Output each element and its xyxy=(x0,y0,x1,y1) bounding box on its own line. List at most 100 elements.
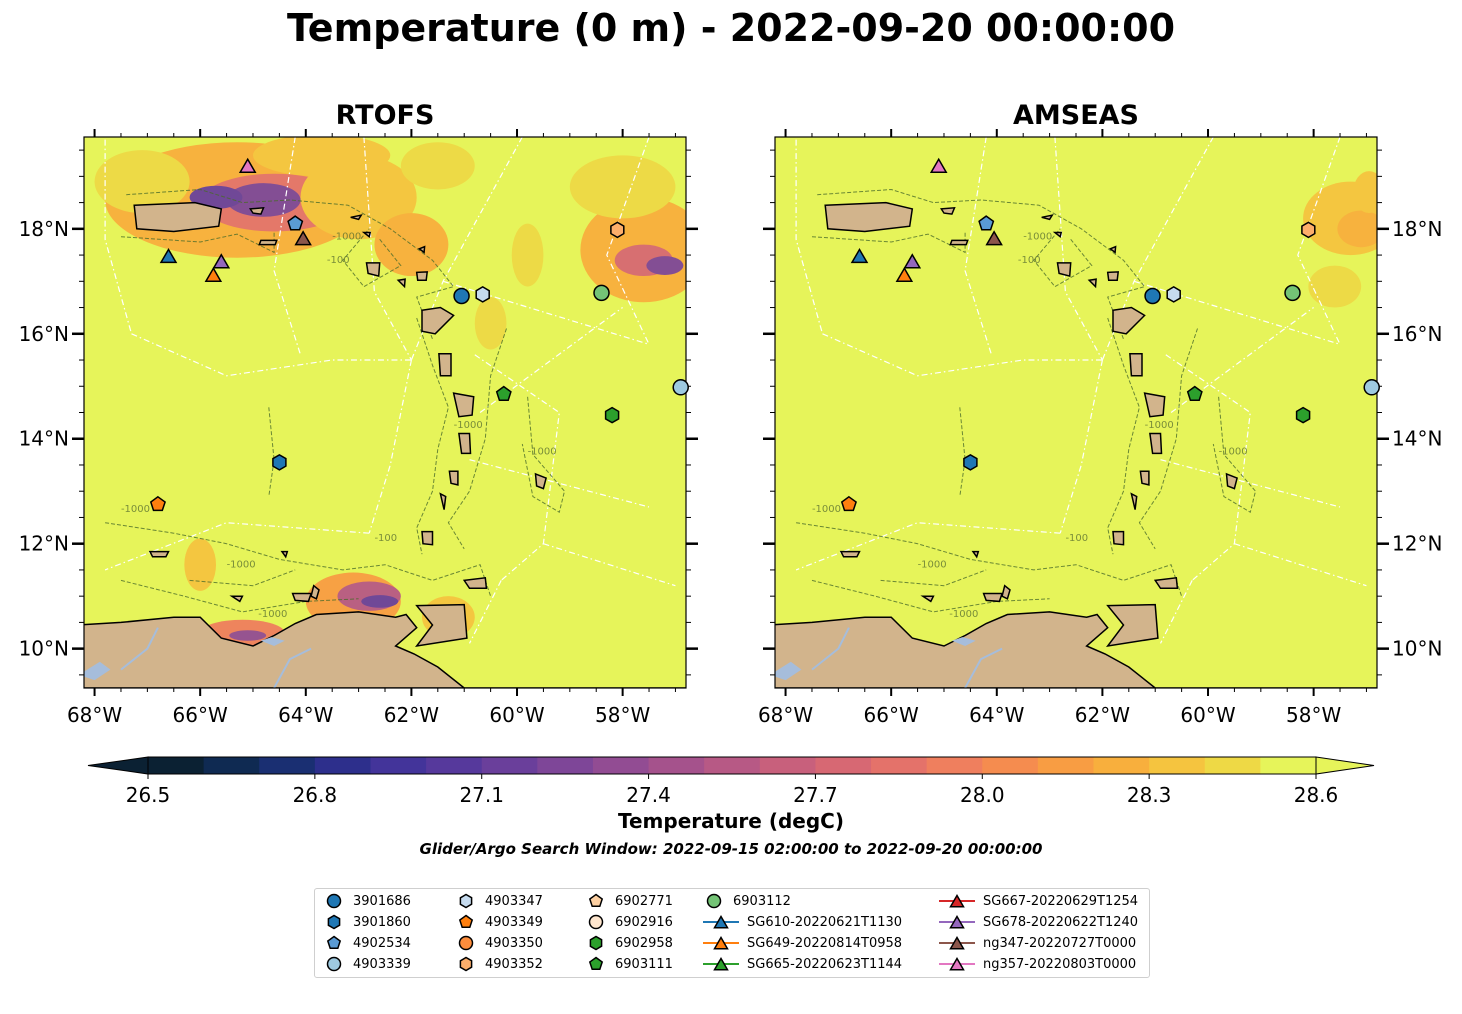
panel-title-amseas: AMSEAS xyxy=(1013,100,1139,131)
lat-tick-label: 12°N xyxy=(1392,532,1442,556)
colorbar-tick-label: 27.4 xyxy=(626,783,671,807)
legend-marker-SG665-20220623T1144[interactable] xyxy=(713,957,729,971)
legend-marker-6903112[interactable] xyxy=(706,893,722,909)
legend-marker-SG678-20220622T1240[interactable] xyxy=(949,915,965,929)
legend-marker-4903352[interactable] xyxy=(459,956,473,972)
circle-marker-icon xyxy=(326,956,342,972)
triangle-marker-icon xyxy=(939,915,975,929)
legend-marker-3901860[interactable] xyxy=(327,914,341,930)
lake xyxy=(260,637,285,646)
colorbar-segment xyxy=(759,757,816,774)
marker-ng347-20220727T0000[interactable] xyxy=(985,230,1003,246)
marker-4903347[interactable] xyxy=(475,286,490,303)
platform-markers xyxy=(840,157,1380,512)
lake xyxy=(84,661,111,681)
marker-6903111[interactable] xyxy=(1186,385,1203,401)
lon-tick-label: 62°W xyxy=(384,703,439,727)
lat-tick-label: 10°N xyxy=(19,637,69,661)
legend-marker-4903350[interactable] xyxy=(458,935,474,951)
legend-label: SG667-20220629T1254 xyxy=(983,893,1139,909)
marker-SG678-20220622T1240[interactable] xyxy=(212,253,231,269)
circle-marker-icon xyxy=(588,914,604,930)
marker-SG610-20220621T1130[interactable] xyxy=(159,248,178,264)
marker-4903349[interactable] xyxy=(840,495,857,512)
marker-ng357-20220803T0000[interactable] xyxy=(929,157,948,173)
marker-ng357-20220803T0000[interactable] xyxy=(238,157,257,173)
legend-marker-4903347[interactable] xyxy=(459,893,473,909)
legend-marker-SG667-20220629T1254[interactable] xyxy=(949,894,965,908)
marker-4903339[interactable] xyxy=(672,379,689,396)
lon-tick-label: 60°W xyxy=(489,703,544,727)
axis-ticks xyxy=(763,129,1389,696)
marker-SG678-20220622T1240[interactable] xyxy=(903,253,922,269)
marker-6903111[interactable] xyxy=(495,385,512,401)
marker-4903352[interactable] xyxy=(1301,221,1316,239)
contour-label: -1000 xyxy=(1023,231,1052,242)
circle-marker-icon xyxy=(326,893,342,909)
triangle-marker-icon xyxy=(703,957,739,971)
legend-marker-6902916[interactable] xyxy=(588,914,604,930)
colorbar: 26.5 26.8 27.1 27.4 27.7 28.0 28.3 28.6 xyxy=(87,756,1375,807)
marker-4903339[interactable] xyxy=(1363,379,1380,396)
legend-marker-4903349[interactable] xyxy=(458,914,474,929)
colorbar-segment xyxy=(982,757,1039,774)
legend-item: 4903350 xyxy=(455,933,543,953)
lon-tick-label: 66°W xyxy=(864,703,919,727)
marker-SG610-20220621T1130[interactable] xyxy=(850,248,869,264)
legend-item: 6902771 xyxy=(585,891,673,911)
legend-marker-ng357-20220803T0000[interactable] xyxy=(949,957,965,971)
colorbar-segment xyxy=(426,757,483,774)
marker-3901686[interactable] xyxy=(453,287,470,305)
colorbar-label: Temperature (degC) xyxy=(618,809,844,833)
colorbar-tick-label: 28.3 xyxy=(1127,783,1172,807)
legend-item: 4903349 xyxy=(455,912,543,932)
marker-3901860[interactable] xyxy=(272,454,287,471)
marker-ng347-20220727T0000[interactable] xyxy=(294,230,312,246)
marker-6903112[interactable] xyxy=(1284,284,1301,302)
legend-marker-ng347-20220727T0000[interactable] xyxy=(949,936,965,950)
lon-tick-label: 62°W xyxy=(1075,703,1130,727)
marker-4903349[interactable] xyxy=(149,495,166,512)
triangle-marker-icon xyxy=(703,936,739,950)
marker-4902534[interactable] xyxy=(287,215,304,231)
marker-6902958[interactable] xyxy=(1295,406,1311,424)
legend-marker-6902771[interactable] xyxy=(588,893,604,908)
colorbar-extend-high xyxy=(1315,756,1375,775)
legend-label: 3901686 xyxy=(353,893,411,909)
colorbar-tick-label: 26.8 xyxy=(293,783,338,807)
axis-ticks xyxy=(72,129,698,696)
legend-marker-SG649-20220814T0958[interactable] xyxy=(713,936,729,950)
legend-marker-6903111[interactable] xyxy=(588,956,604,971)
marker-4903347[interactable] xyxy=(1166,286,1181,303)
marker-6903112[interactable] xyxy=(593,284,610,302)
contour-label: -1000 xyxy=(332,231,361,242)
south-america-land xyxy=(84,611,686,688)
colorbar-extend-low xyxy=(87,756,149,775)
marker-3901686[interactable] xyxy=(1144,287,1161,305)
legend-label: SG610-20220621T1130 xyxy=(747,914,903,930)
lake xyxy=(951,637,976,646)
marker-4902534[interactable] xyxy=(978,215,995,231)
marker-3901860[interactable] xyxy=(963,454,978,471)
legend-marker-3901686[interactable] xyxy=(326,893,342,909)
colorbar-tick-label: 28.0 xyxy=(960,783,1005,807)
lon-tick-label: 68°W xyxy=(67,703,122,727)
map-panel-rtofs: -100 -1000 -1000 -1000 -100 -1000 -1000 -1000 68… xyxy=(19,129,698,727)
lat-tick-label: 10°N xyxy=(1392,637,1442,661)
colorbar-segment xyxy=(648,757,705,774)
marker-SG649-20220814T0958[interactable] xyxy=(895,266,914,283)
south-america-land xyxy=(775,611,1377,688)
temperature-field xyxy=(1303,171,1377,308)
legend-marker-4902534[interactable] xyxy=(326,935,342,950)
marker-4903352[interactable] xyxy=(610,221,625,239)
colorbar-segment xyxy=(1037,757,1095,774)
legend-marker-6902958[interactable] xyxy=(589,935,603,951)
legend-marker-SG610-20220621T1130[interactable] xyxy=(713,915,729,929)
marker-6902958[interactable] xyxy=(604,406,620,424)
legend-item: SG678-20220622T1240 xyxy=(939,912,1138,932)
marker-SG649-20220814T0958[interactable] xyxy=(204,266,223,283)
legend-marker-4903339[interactable] xyxy=(326,956,342,972)
legend: 3901686 3901860 4902534 4903339 4903347 49033… xyxy=(314,888,1150,978)
search-window-note: Glider/Argo Search Window: 2022-09-15 02… xyxy=(419,840,1043,858)
colorbar-segment xyxy=(871,757,928,774)
